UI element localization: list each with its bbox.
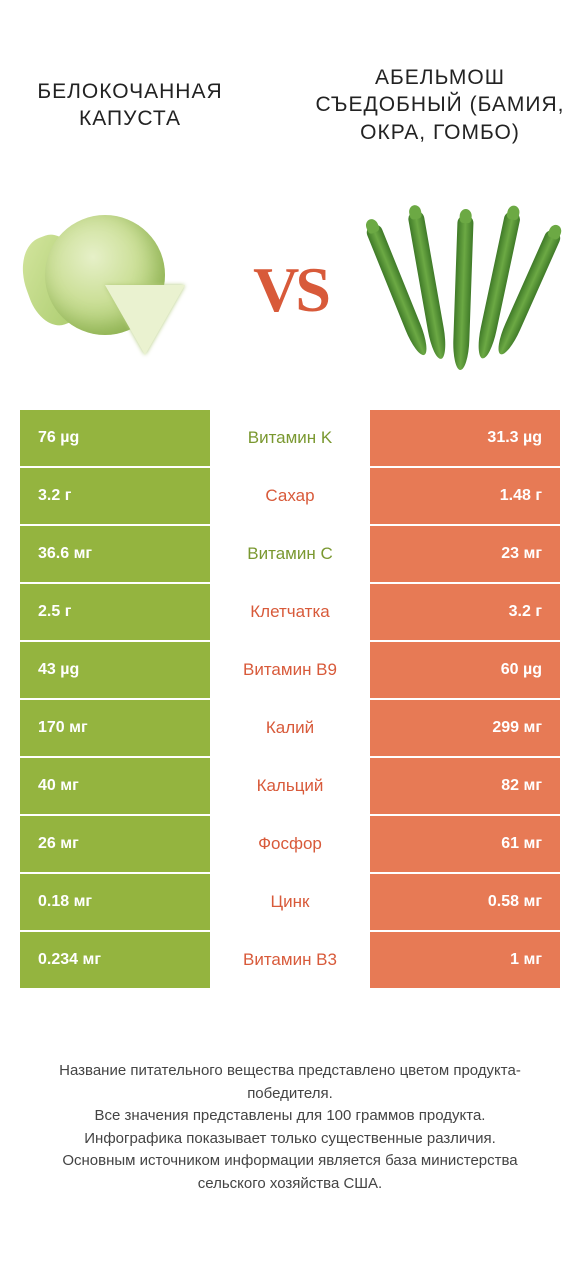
left-value: 36.6 мг — [20, 526, 210, 582]
nutrient-label: Кальций — [210, 758, 370, 814]
table-row: 36.6 мгВитамин C23 мг — [20, 526, 560, 584]
footer-line: Название питательного вещества представл… — [30, 1060, 550, 1105]
left-title: БЕЛОКОЧАННАЯ КАПУСТА — [10, 78, 250, 133]
left-value: 3.2 г — [20, 468, 210, 524]
footer-line: Основным источником информации является … — [30, 1150, 550, 1195]
nutrient-label: Витамин K — [210, 410, 370, 466]
header: БЕЛОКОЧАННАЯ КАПУСТА АБЕЛЬМОШ СЪЕДОБНЫЙ … — [0, 0, 580, 180]
table-row: 26 мгФосфор61 мг — [20, 816, 560, 874]
right-title: АБЕЛЬМОШ СЪЕДОБНЫЙ (БАМИЯ, ОКРА, ГОМБО) — [310, 64, 570, 146]
nutrient-label: Сахар — [210, 468, 370, 524]
table-row: 3.2 гСахар1.48 г — [20, 468, 560, 526]
nutrient-label: Клетчатка — [210, 584, 370, 640]
table-row: 0.234 мгВитамин B31 мг — [20, 932, 560, 990]
table-row: 170 мгКалий299 мг — [20, 700, 560, 758]
nutrient-label: Витамин B9 — [210, 642, 370, 698]
left-value: 170 мг — [20, 700, 210, 756]
nutrient-label: Витамин B3 — [210, 932, 370, 988]
left-value: 76 µg — [20, 410, 210, 466]
nutrient-label: Калий — [210, 700, 370, 756]
left-value: 26 мг — [20, 816, 210, 872]
left-value: 43 µg — [20, 642, 210, 698]
left-value: 0.18 мг — [20, 874, 210, 930]
cabbage-icon — [20, 210, 200, 370]
images-row: VS — [0, 190, 580, 390]
nutrient-label: Фосфор — [210, 816, 370, 872]
left-value: 0.234 мг — [20, 932, 210, 988]
footer-notes: Название питательного вещества представл… — [0, 1060, 580, 1195]
right-value: 1 мг — [370, 932, 560, 988]
nutrient-label: Цинк — [210, 874, 370, 930]
table-row: 2.5 гКлетчатка3.2 г — [20, 584, 560, 642]
table-row: 43 µgВитамин B960 µg — [20, 642, 560, 700]
table-row: 76 µgВитамин K31.3 µg — [20, 410, 560, 468]
right-value: 3.2 г — [370, 584, 560, 640]
footer-line: Все значения представлены для 100 граммо… — [30, 1105, 550, 1128]
nutrient-label: Витамин C — [210, 526, 370, 582]
footer-line: Инфографика показывает только существенн… — [30, 1128, 550, 1151]
vs-label: VS — [253, 253, 327, 327]
right-value: 61 мг — [370, 816, 560, 872]
right-value: 31.3 µg — [370, 410, 560, 466]
left-value: 40 мг — [20, 758, 210, 814]
right-value: 23 мг — [370, 526, 560, 582]
left-value: 2.5 г — [20, 584, 210, 640]
table-row: 0.18 мгЦинк0.58 мг — [20, 874, 560, 932]
right-value: 1.48 г — [370, 468, 560, 524]
table-row: 40 мгКальций82 мг — [20, 758, 560, 816]
right-value: 0.58 мг — [370, 874, 560, 930]
right-value: 299 мг — [370, 700, 560, 756]
okra-icon — [380, 210, 560, 370]
right-value: 82 мг — [370, 758, 560, 814]
comparison-table: 76 µgВитамин K31.3 µg3.2 гСахар1.48 г36.… — [20, 410, 560, 990]
right-value: 60 µg — [370, 642, 560, 698]
